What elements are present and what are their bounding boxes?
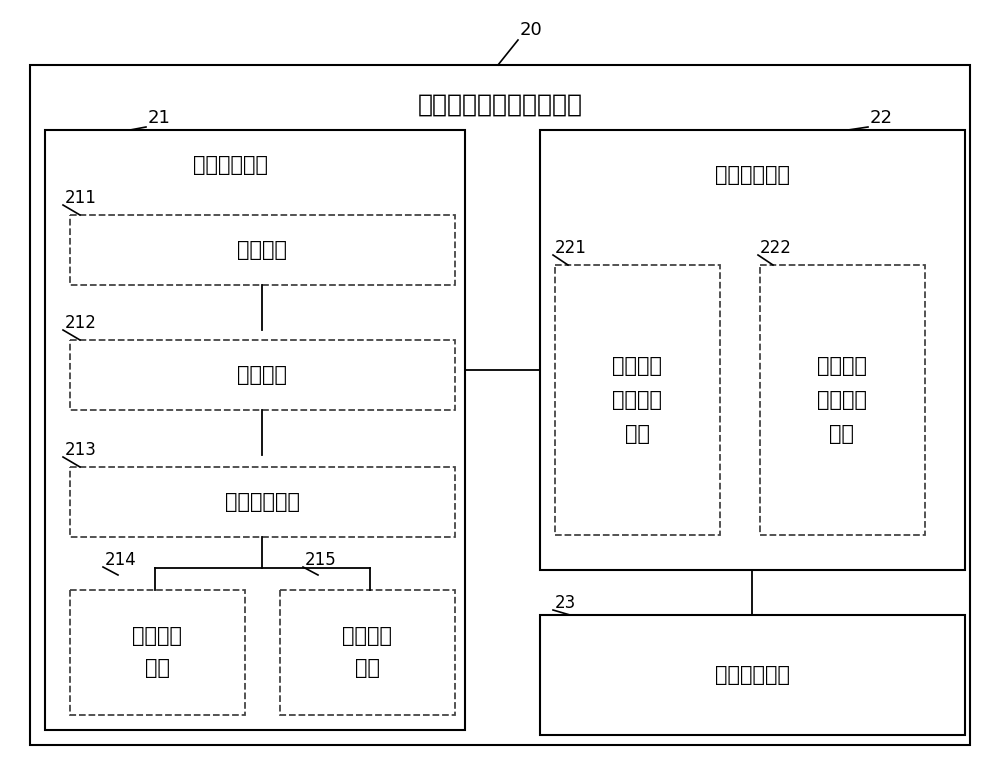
Bar (280, 590, 455, 715)
Text: 212: 212 (65, 314, 97, 332)
Bar (760, 265, 925, 535)
Bar (30, 65, 970, 745)
Text: 存储读取电路: 存储读取电路 (192, 155, 268, 175)
Bar (540, 615, 965, 735)
Text: 钳位电路: 钳位电路 (237, 365, 287, 385)
Bar (70, 215, 455, 285)
Text: 222: 222 (760, 239, 792, 257)
Text: 213: 213 (65, 441, 97, 459)
Text: 23: 23 (555, 594, 576, 612)
Text: 位线选择电路: 位线选择电路 (224, 492, 300, 512)
Text: 数据单元
电路: 数据单元 电路 (132, 626, 182, 678)
Text: 221: 221 (555, 239, 587, 257)
Text: 214: 214 (105, 551, 137, 569)
Text: 21: 21 (148, 109, 171, 127)
Text: 22: 22 (870, 109, 893, 127)
Bar (540, 130, 965, 570)
Text: 电压增强型读出放大电路: 电压增强型读出放大电路 (418, 93, 582, 117)
Text: 20: 20 (520, 21, 543, 39)
Text: 负载电路: 负载电路 (237, 240, 287, 260)
Text: 分压放大电路: 分压放大电路 (714, 165, 790, 185)
Bar (70, 590, 245, 715)
Bar (45, 130, 465, 730)
Text: 数据电压
分压放大
电路: 数据电压 分压放大 电路 (612, 355, 662, 445)
Bar (70, 467, 455, 537)
Text: 215: 215 (305, 551, 337, 569)
Text: 参考电压
分压放大
电路: 参考电压 分压放大 电路 (817, 355, 867, 445)
Bar (70, 340, 455, 410)
Text: 211: 211 (65, 189, 97, 207)
Text: 比较放大电路: 比较放大电路 (714, 665, 790, 685)
Bar (555, 265, 720, 535)
Text: 参考单元
电路: 参考单元 电路 (342, 626, 392, 678)
